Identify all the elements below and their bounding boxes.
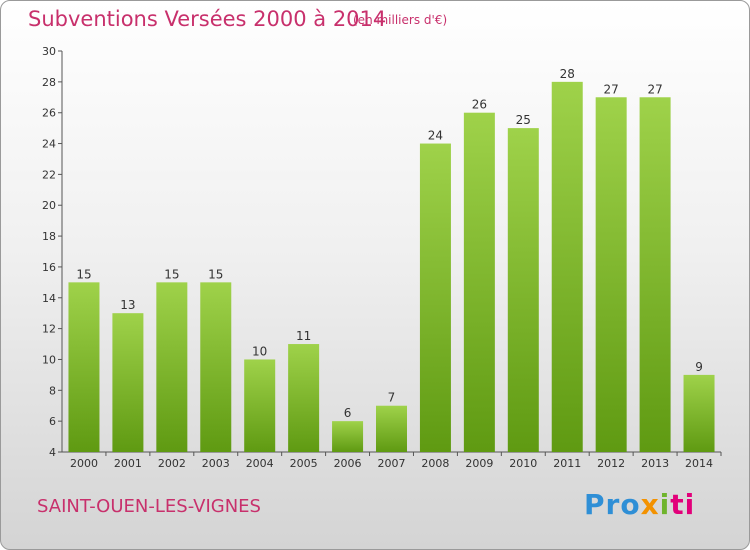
bar [68, 282, 100, 452]
y-tick-label: 14 [42, 292, 56, 305]
data-label: 27 [647, 82, 662, 96]
x-tick-label: 2011 [553, 457, 581, 470]
chart-title: Subventions Versées 2000 à 2014 [28, 7, 387, 31]
data-label: 24 [428, 129, 443, 143]
x-tick-label: 2008 [421, 457, 449, 470]
bar [507, 128, 539, 452]
x-tick-label: 2012 [597, 457, 625, 470]
bar [112, 313, 144, 452]
proxiti-logo: Proxiti [584, 488, 695, 521]
bar [244, 359, 276, 452]
y-tick-label: 10 [42, 353, 56, 366]
x-tick-label: 2005 [290, 457, 318, 470]
y-tick-label: 6 [49, 415, 56, 428]
bar [419, 143, 451, 453]
bar [551, 81, 583, 452]
x-tick-label: 2000 [70, 457, 98, 470]
logo-part-4: ti [670, 488, 696, 521]
data-label: 7 [388, 391, 396, 405]
y-axis: 4 6 8 10 12 14 16 18 20 22 24 26 28 30 [42, 45, 63, 459]
y-tick-label: 8 [49, 384, 56, 397]
logo-part-1: Pro [584, 488, 641, 521]
y-tick-label: 26 [42, 107, 56, 120]
y-tick-label: 18 [42, 230, 56, 243]
x-tick-label: 2010 [509, 457, 537, 470]
data-label: 6 [344, 406, 352, 420]
bar [156, 282, 188, 452]
x-tick-label: 2004 [246, 457, 274, 470]
x-tick-label: 2002 [158, 457, 186, 470]
bar [595, 97, 627, 453]
data-label: 26 [472, 98, 487, 112]
x-tick-label: 2013 [641, 457, 669, 470]
bar [288, 344, 320, 452]
y-tick-label: 20 [42, 199, 56, 212]
data-label: 28 [560, 67, 575, 81]
place-name: SAINT-OUEN-LES-VIGNES [37, 496, 261, 517]
bars: 15 13 15 15 10 11 6 7 24 26 25 28 27 27 9 [68, 67, 715, 453]
bar [332, 421, 364, 452]
data-label: 27 [604, 82, 619, 96]
x-tick-label: 2001 [114, 457, 142, 470]
y-tick-label: 30 [42, 45, 56, 58]
data-label: 11 [296, 329, 311, 343]
data-label: 10 [252, 344, 267, 358]
x-tick-label: 2003 [202, 457, 230, 470]
logo-part-3: i [659, 488, 671, 521]
bar [639, 97, 671, 453]
bar [463, 112, 495, 452]
data-label: 15 [76, 267, 91, 281]
y-tick-label: 4 [49, 446, 56, 459]
data-label: 15 [164, 267, 179, 281]
chart-unit: (en milliers d'€) [353, 13, 448, 27]
data-label: 13 [120, 298, 135, 312]
data-label: 9 [695, 360, 703, 374]
x-tick-label: 2007 [378, 457, 406, 470]
y-tick-label: 22 [42, 168, 56, 181]
bar [200, 282, 232, 452]
y-tick-label: 28 [42, 76, 56, 89]
x-tick-label: 2009 [465, 457, 493, 470]
logo-part-2: x [640, 488, 660, 521]
y-tick-label: 24 [42, 138, 56, 151]
y-tick-label: 12 [42, 323, 56, 336]
bar [376, 405, 407, 452]
y-tick-label: 16 [42, 261, 56, 274]
x-axis: 2000 2001 2002 2003 2004 2005 2006 2007 2008 2009… [62, 451, 722, 470]
x-tick-label: 2014 [685, 457, 713, 470]
data-label: 25 [516, 113, 531, 127]
bar [683, 374, 715, 452]
x-tick-label: 2006 [334, 457, 362, 470]
data-label: 15 [208, 267, 223, 281]
